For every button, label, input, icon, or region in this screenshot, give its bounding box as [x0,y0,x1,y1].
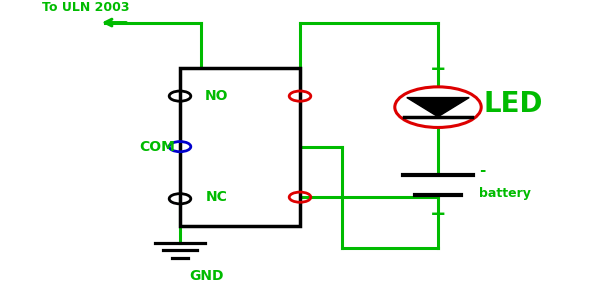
Circle shape [395,87,481,127]
Text: COM: COM [139,140,175,154]
Text: To ULN 2003: To ULN 2003 [42,1,130,14]
Text: GND: GND [189,269,223,282]
Text: +: + [430,60,446,80]
Text: +: + [430,205,446,224]
Bar [180,68,300,226]
Polygon shape [407,98,469,117]
Text: battery: battery [479,187,530,200]
Text: -: - [479,163,485,178]
Text: LED: LED [484,90,543,118]
Text: NC: NC [206,190,228,204]
Text: NO: NO [205,89,228,103]
